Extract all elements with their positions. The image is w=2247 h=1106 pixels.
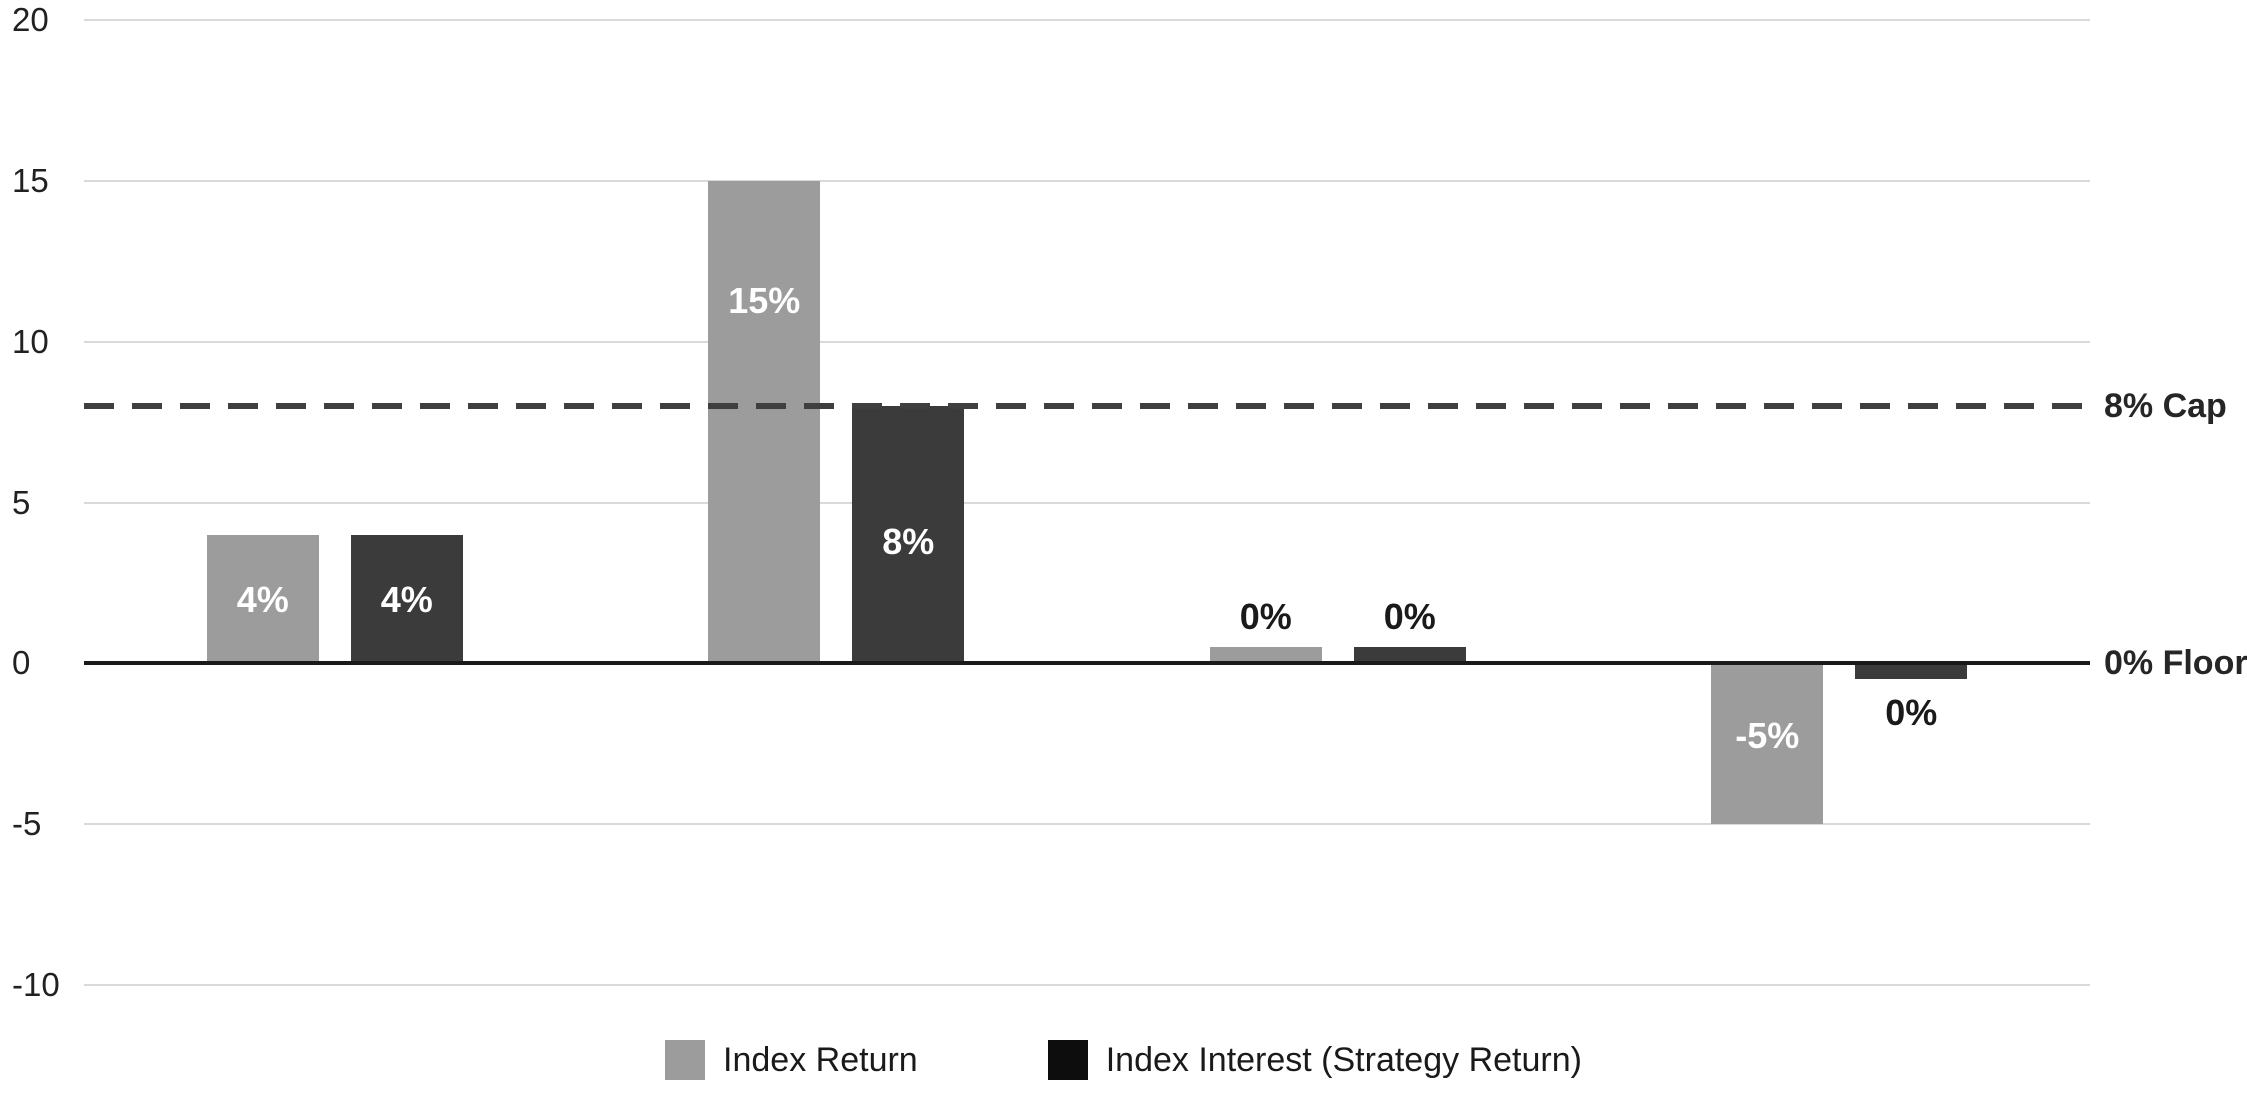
legend: Index Return Index Interest (Strategy Ret… [0, 1040, 2247, 1080]
floor-line-label: 0% Floor [2104, 644, 2247, 683]
bar-value-label-index-return-group2: 15% [728, 280, 801, 322]
legend-item-index-interest: Index Interest (Strategy Return) [1047, 1040, 1582, 1080]
y-axis-tick-label: 10 [12, 322, 49, 360]
y-axis-tick-label: 15 [12, 161, 49, 199]
bar-value-label-index-return-group4: -5% [1735, 714, 1800, 756]
cap-line [84, 403, 2090, 409]
gridline [84, 179, 2090, 182]
bar-index-interest-group1 [350, 534, 463, 664]
y-axis-tick-label: 20 [12, 1, 49, 38]
bar-index-interest-group4 [1855, 663, 1968, 680]
bar-index-return-group1 [206, 534, 319, 664]
legend-swatch [665, 1040, 706, 1080]
zero-axis-line [84, 661, 2090, 666]
bar-value-label-index-return-group3: 0% [1239, 596, 1292, 638]
bar-index-return-group2 [708, 180, 821, 664]
gridline [84, 984, 2090, 986]
legend-item-index-return: Index Return [665, 1040, 918, 1080]
gridline [84, 19, 2090, 21]
bar-index-return-group3 [1209, 647, 1322, 664]
y-axis-tick-label: -5 [12, 805, 42, 843]
y-axis-tick-label: 5 [12, 483, 31, 521]
legend-label: Index Interest (Strategy Return) [1105, 1040, 1582, 1079]
y-axis-tick-label: -10 [12, 966, 60, 1003]
bar-value-label-index-interest-group1: 4% [380, 579, 433, 621]
legend-label: Index Return [723, 1040, 918, 1079]
bar-index-return-group4 [1711, 663, 1824, 825]
gridline [84, 501, 2090, 504]
cap-line-label: 8% Cap [2104, 387, 2227, 425]
bar-value-label-index-return-group1: 4% [236, 579, 289, 621]
gridline [84, 823, 2090, 826]
bar-index-interest-group2 [852, 406, 965, 664]
gridline [84, 340, 2090, 343]
bar-value-label-index-interest-group2: 8% [882, 521, 935, 563]
legend-swatch [1047, 1040, 1088, 1080]
y-axis-tick-label: 0 [12, 644, 31, 682]
bar-value-label-index-interest-group3: 0% [1383, 596, 1436, 638]
bar-index-interest-group3 [1353, 647, 1466, 664]
bar-value-label-index-interest-group4: 0% [1885, 692, 1938, 734]
